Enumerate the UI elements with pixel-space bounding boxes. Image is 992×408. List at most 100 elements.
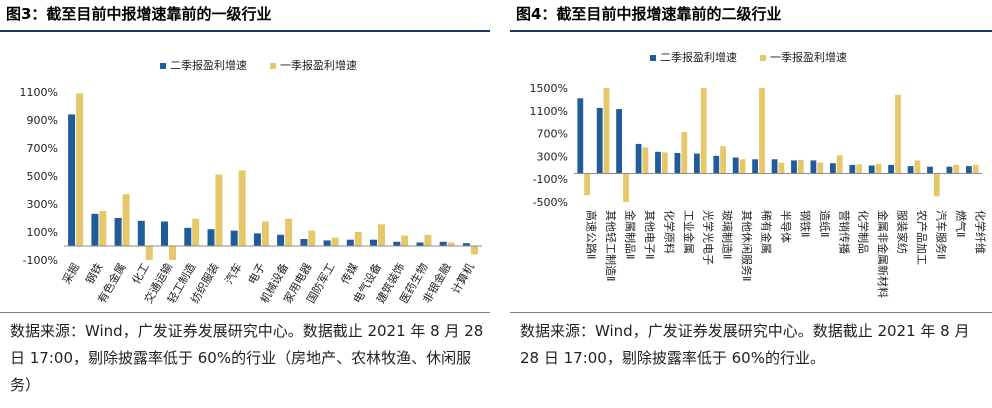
bar-q2	[810, 160, 817, 174]
bar-q2	[91, 213, 99, 246]
bar-q2	[370, 239, 377, 246]
y-tick-label: 100%	[27, 226, 58, 239]
chart-panel-level1: 图3：截至目前中报增速靠前的一级行业 二季报盈利增速 一季报盈利增速 -100% 10…	[0, 0, 490, 408]
bar-q2	[393, 241, 401, 246]
bar-q2	[888, 164, 894, 174]
source-rule	[510, 312, 992, 313]
bar-q1	[700, 88, 707, 174]
y-tick-label: 300%	[27, 198, 58, 211]
bar-q2	[462, 243, 470, 246]
bar-q1	[354, 232, 362, 246]
title-rule	[0, 30, 490, 32]
bar-q2	[184, 227, 192, 246]
y-tick-label: 1500%	[530, 82, 568, 95]
source-note: 数据来源：Wind，广发证券发展研究中心。数据截止 2021 年 8 月 28 …	[10, 322, 484, 394]
category-label: 采掘	[59, 261, 82, 287]
bar-q2	[253, 233, 261, 246]
category-label: 半导体	[779, 210, 793, 243]
bar-q1	[759, 88, 765, 174]
bar-q2	[966, 166, 972, 174]
category-label: 其他电子Ⅱ	[643, 210, 656, 259]
legend-swatch	[270, 63, 276, 69]
bar-q1	[169, 246, 176, 260]
y-tick-label: 1100%	[20, 86, 58, 99]
bar-q1	[972, 164, 979, 174]
legend: 二季报盈利增速 一季报盈利增速	[650, 50, 847, 64]
bar-q1	[681, 131, 688, 174]
y-tick-label: -500%	[533, 196, 568, 209]
category-label: 电子	[246, 261, 268, 287]
bar-q1	[76, 93, 84, 247]
bar-q1	[817, 162, 824, 174]
category-label: 汽车服务Ⅱ	[934, 210, 948, 259]
bar-q1	[797, 159, 804, 174]
category-label: 化学制品	[857, 210, 871, 254]
bar-q1	[378, 224, 385, 246]
bar-q2	[416, 242, 424, 246]
bar-q1	[285, 218, 293, 246]
bar-q1	[623, 173, 629, 202]
bar-q1	[584, 173, 590, 196]
bar-q2	[577, 98, 584, 174]
bar-q1	[401, 235, 409, 246]
bar-q2	[927, 166, 933, 174]
category-label: 化学纤维	[973, 210, 987, 254]
bar-q2	[207, 229, 215, 246]
category-label: 钢铁	[83, 261, 105, 287]
source-rule	[0, 312, 490, 313]
bar-q2	[323, 240, 331, 246]
bar-q1	[895, 94, 901, 174]
bar-q1	[470, 246, 478, 255]
legend-label: 一季报盈利增速	[280, 58, 357, 72]
category-label: 燃气Ⅱ	[954, 210, 968, 237]
legend-label: 二季报盈利增速	[170, 58, 247, 72]
chart-area: 二季报盈利增速 一季报盈利增速 -100% 100% 300% 500% 700% 900% 1…	[0, 40, 490, 306]
bar-q2	[732, 157, 739, 174]
y-tick-label: 1100%	[530, 105, 568, 118]
category-label: 化学原料	[662, 210, 676, 254]
y-tick-label: -100%	[533, 173, 568, 186]
category-label: 光学光电子	[701, 210, 715, 265]
bar-q2	[68, 114, 76, 247]
bar-q1	[145, 246, 153, 260]
bar-q1	[215, 174, 223, 246]
category-label: 高速公路Ⅱ	[585, 210, 599, 259]
bar-q1	[308, 230, 316, 246]
bar-q2	[655, 151, 661, 174]
bar-q2	[230, 230, 238, 246]
source-note: 数据来源：Wind，广发证券发展研究中心。数据截止 2021 年 8 月 28 …	[520, 322, 970, 367]
bar-q1	[424, 234, 432, 246]
y-tick-label: 700%	[27, 142, 58, 155]
bar-q2	[752, 159, 758, 174]
bar-q2	[771, 159, 778, 174]
bar-q2	[300, 239, 308, 246]
bar-q2	[114, 218, 122, 246]
bar-q1	[661, 152, 668, 174]
y-tick-label: 500%	[27, 170, 58, 183]
bar-q2	[277, 234, 285, 246]
chart-title: 图3：截至目前中报增速靠前的一级行业	[6, 5, 272, 23]
legend-label: 一季报盈利增速	[770, 50, 847, 64]
bar-q1	[99, 211, 107, 246]
bar-q2	[907, 166, 914, 174]
y-tick-label: 300%	[537, 150, 568, 163]
category-label: 玻璃制造Ⅱ	[721, 210, 735, 259]
category-label: 金属非金属新材料	[876, 210, 890, 298]
chart-area: 二季报盈利增速 一季报盈利增速 -500% -100% 300% 700% 1100% 150…	[510, 40, 992, 306]
bar-q1	[778, 162, 785, 174]
category-label: 计算机	[448, 261, 477, 297]
bar-q1	[933, 173, 940, 197]
category-label: 农产品加工	[915, 210, 929, 265]
y-tick-label: 700%	[537, 128, 568, 141]
chart-panel-level2: 图4：截至目前中报增速靠前的二级行业 二季报盈利增速 一季报盈利增速 -500% -1…	[510, 0, 992, 408]
bar-q1	[642, 147, 649, 174]
chart-title: 图4：截至目前中报增速靠前的二级行业	[516, 5, 782, 23]
category-label: 钢铁Ⅱ	[798, 210, 811, 237]
category-label: 汽车	[222, 261, 245, 287]
bar-q1	[238, 170, 246, 246]
bar-q1	[192, 218, 200, 246]
category-label: 工业金属	[682, 210, 696, 254]
bar-q2	[791, 160, 797, 174]
bar-q2	[346, 239, 354, 246]
y-tick-label: -100%	[23, 254, 58, 267]
